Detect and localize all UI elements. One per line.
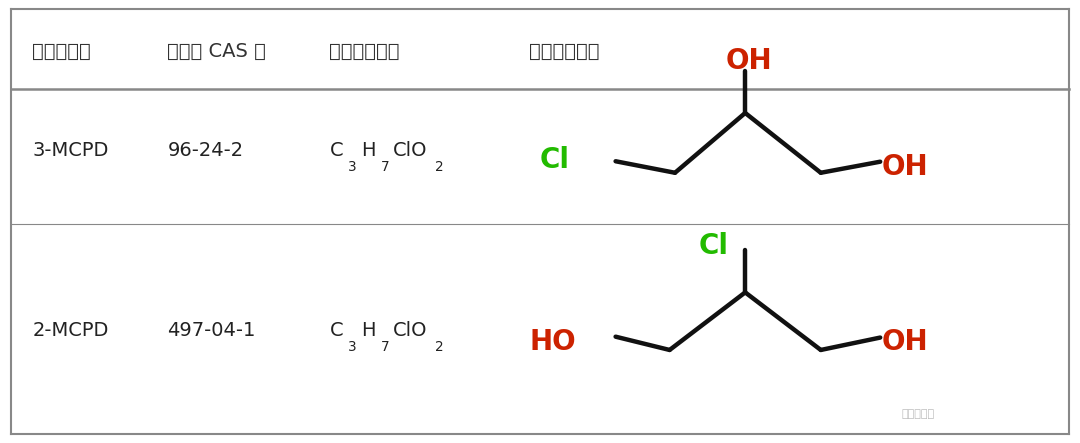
Text: 化合物名称: 化合物名称 (32, 42, 91, 60)
Text: 仪器信息网: 仪器信息网 (902, 409, 935, 419)
Text: H: H (361, 321, 375, 339)
Text: 化合物分子式: 化合物分子式 (329, 42, 400, 60)
Text: OH: OH (881, 328, 928, 356)
Text: ClO: ClO (393, 321, 428, 339)
Text: ClO: ClO (393, 141, 428, 160)
Text: HO: HO (529, 328, 576, 356)
Text: 化合物 CAS 号: 化合物 CAS 号 (167, 42, 267, 60)
Text: 化合物结构式: 化合物结构式 (529, 42, 599, 60)
Text: 7: 7 (381, 340, 390, 354)
Text: C: C (329, 141, 343, 160)
Text: C: C (329, 321, 343, 339)
Text: 3: 3 (348, 340, 356, 354)
Text: OH: OH (726, 47, 772, 75)
Text: 96-24-2: 96-24-2 (167, 141, 243, 160)
Text: 497-04-1: 497-04-1 (167, 321, 256, 339)
Text: 3-MCPD: 3-MCPD (32, 141, 109, 160)
Text: 2: 2 (435, 160, 444, 175)
Text: 2-MCPD: 2-MCPD (32, 321, 109, 339)
Text: Cl: Cl (540, 146, 570, 175)
Text: OH: OH (881, 153, 928, 182)
Text: Cl: Cl (699, 232, 729, 260)
Text: H: H (361, 141, 375, 160)
Text: 2: 2 (435, 340, 444, 354)
Text: 7: 7 (381, 160, 390, 175)
Text: 3: 3 (348, 160, 356, 175)
